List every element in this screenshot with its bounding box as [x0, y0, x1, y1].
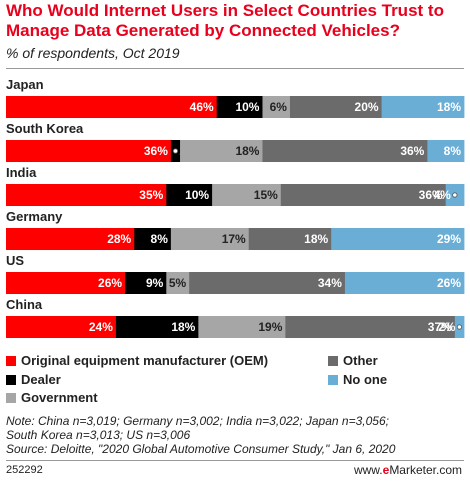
leader-dot-india-no-one — [452, 192, 458, 198]
bar-japan-no-one — [381, 96, 465, 118]
leader-dot-china-no-one — [456, 324, 463, 330]
legend-swatch-no-one — [328, 374, 338, 385]
legend-label-dealer: Dealer — [21, 372, 61, 387]
legend-label-no-one: No one — [343, 372, 388, 387]
data-label-china-other: 37% — [428, 320, 452, 334]
bar-us-other — [189, 272, 346, 294]
bar-germany-government — [170, 228, 250, 250]
data-label-japan-other: 20% — [355, 100, 379, 114]
data-label-germany-no-one: 29% — [437, 232, 461, 246]
legend-item-oem: Original equipment manufacturer (OEM) — [6, 353, 268, 368]
bar-germany-no-one — [331, 228, 465, 250]
bar-germany-dealer — [134, 228, 172, 250]
data-label-germany-oem: 28% — [107, 232, 131, 246]
brand-suffix: Marketer.com — [389, 463, 462, 477]
legend-item-no-one: No one — [328, 372, 387, 387]
data-label-us-other: 34% — [318, 276, 342, 290]
data-label-india-dealer: 10% — [185, 188, 209, 202]
legend-label-other: Other — [343, 353, 378, 368]
legend-item-government: Government — [6, 390, 98, 405]
brand-prefix: www. — [353, 463, 383, 477]
bar-china-government — [198, 316, 286, 338]
bar-south-korea-oem — [6, 140, 172, 162]
data-label-india-other: 36% — [419, 188, 443, 202]
data-label-germany-dealer: 8% — [151, 232, 169, 246]
bar-us-dealer — [125, 272, 167, 294]
bar-south-korea-other — [262, 140, 428, 162]
bar-india-government — [212, 184, 282, 206]
legend-swatch-government — [6, 392, 16, 403]
bar-japan-dealer — [216, 96, 263, 118]
legend-item-dealer: Dealer — [6, 372, 61, 387]
data-label-germany-other: 18% — [304, 232, 328, 246]
note-line-2: South Korea n=3,013; US n=3,006 — [6, 428, 191, 442]
chart-subtitle: % of respondents, Oct 2019 — [6, 45, 180, 61]
data-label-china-dealer: 18% — [171, 320, 195, 334]
brand-link[interactable]: www.eMarketer.com — [354, 463, 462, 477]
data-label-india-oem: 35% — [139, 188, 163, 202]
bar-india-other — [280, 184, 447, 206]
category-label-india: India — [6, 165, 37, 180]
data-label-south-korea-no-one: 8% — [444, 144, 462, 158]
data-label-us-oem: 26% — [98, 276, 122, 290]
bar-us-government — [166, 272, 190, 294]
bottom-divider — [6, 460, 464, 461]
bar-india-dealer — [166, 184, 213, 206]
chart-notes: Note: China n=3,019; Germany n=3,002; In… — [6, 414, 466, 456]
legend-label-government: Government — [21, 390, 98, 405]
bar-south-korea-no-one — [427, 140, 465, 162]
data-label-japan-oem: 46% — [190, 100, 214, 114]
leader-dot-south-korea-dealer — [172, 148, 179, 154]
data-label-china-government: 19% — [258, 320, 282, 334]
data-label-us-dealer: 9% — [146, 276, 164, 290]
legend-swatch-dealer — [6, 374, 16, 385]
bar-china-other — [285, 316, 456, 338]
legend-item-other: Other — [328, 353, 378, 368]
chart-id: 252292 — [6, 464, 43, 476]
bar-japan-oem — [6, 96, 218, 118]
legend-swatch-other — [328, 355, 338, 366]
data-label-us-government: 5% — [169, 276, 187, 290]
bar-germany-oem — [6, 228, 135, 250]
data-label-germany-government: 17% — [222, 232, 246, 246]
data-label-china-no-one: 2% — [438, 320, 456, 334]
legend-swatch-oem — [6, 355, 16, 366]
data-label-south-korea-government: 18% — [235, 144, 259, 158]
data-label-south-korea-other: 36% — [400, 144, 424, 158]
data-label-india-government: 15% — [254, 188, 278, 202]
data-label-japan-dealer: 10% — [235, 100, 259, 114]
category-label-germany: Germany — [6, 209, 63, 224]
bar-japan-other — [289, 96, 382, 118]
stacked-bar-chart: Japan 46% 10% 6% 20% 18% South Korea 36% 2% 18% 36… — [6, 77, 465, 338]
data-label-india-no-one: 4% — [433, 188, 451, 202]
category-label-japan: Japan — [6, 77, 44, 92]
bar-south-korea-government — [180, 140, 263, 162]
data-label-china-oem: 24% — [89, 320, 113, 334]
data-label-japan-government: 6% — [270, 100, 288, 114]
bar-us-no-one — [344, 272, 465, 294]
brand-e: e — [382, 463, 390, 477]
bar-china-dealer — [115, 316, 199, 338]
category-label-china: China — [6, 297, 43, 312]
bar-germany-other — [248, 228, 332, 250]
data-label-us-no-one: 26% — [437, 276, 461, 290]
bar-china-oem — [6, 316, 117, 338]
bar-us-oem — [6, 272, 126, 294]
top-divider — [6, 68, 464, 69]
chart-title: Who Would Internet Users in Select Count… — [6, 1, 444, 40]
data-label-south-korea-oem: 36% — [144, 144, 168, 158]
note-line-1: Note: China n=3,019; Germany n=3,002; In… — [6, 414, 389, 428]
category-label-south-korea: South Korea — [6, 121, 84, 136]
note-line-3: Source: Deloitte, "2020 Global Automotiv… — [6, 442, 396, 456]
bar-india-oem — [6, 184, 167, 206]
data-label-japan-no-one: 18% — [437, 100, 461, 114]
bar-japan-government — [262, 96, 291, 118]
legend-label-oem: Original equipment manufacturer (OEM) — [21, 353, 269, 368]
category-label-us: US — [6, 253, 24, 268]
